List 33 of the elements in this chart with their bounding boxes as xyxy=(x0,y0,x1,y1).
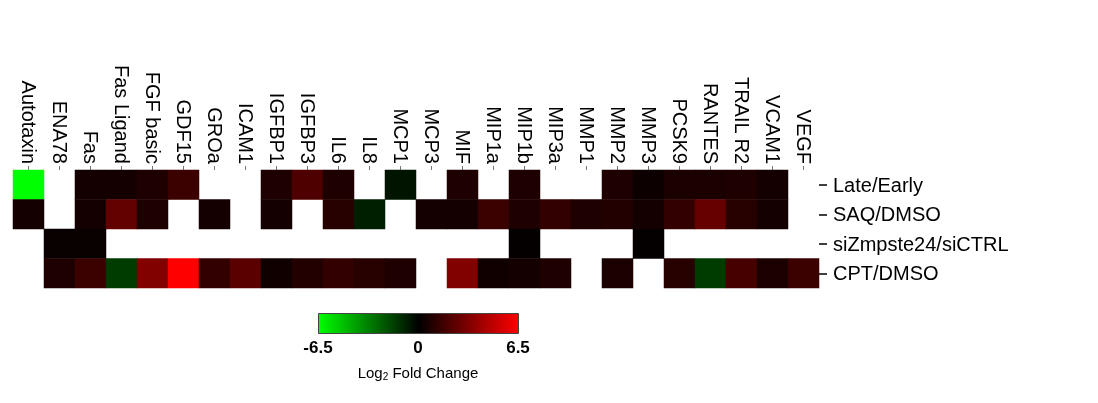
x-tick-label: Fas Ligand xyxy=(110,65,133,164)
x-tick-label: IL8 xyxy=(358,136,381,164)
x-tick-label: GDF15 xyxy=(172,99,195,164)
x-tick-label: MMP1 xyxy=(575,106,598,164)
color-bar-label: 0 xyxy=(413,338,423,357)
y-tick-label: Late/Early xyxy=(833,173,924,196)
color-bar-label: -6.5 xyxy=(303,338,333,357)
color-bar-label: 6.5 xyxy=(506,338,530,357)
x-tick-label: TRAIL R2 xyxy=(730,76,753,164)
x-tick-label: GROa xyxy=(203,107,226,165)
x-tick-label: IL6 xyxy=(327,136,350,164)
y-tick-label: siZmpste24/siCTRL xyxy=(833,232,1009,255)
x-tick-label: MCP1 xyxy=(389,108,412,164)
x-tick-label: RANTES xyxy=(699,82,722,164)
x-tick-label: Autotaxin xyxy=(17,80,40,164)
x-tick-label: VEGF xyxy=(792,109,815,164)
x-tick-label: MMP3 xyxy=(637,106,660,164)
x-tick-label: MIP1a xyxy=(482,106,505,165)
x-tick-label: MMP2 xyxy=(606,106,629,164)
x-tick-label: MIF xyxy=(451,129,474,164)
x-tick-label: Fas xyxy=(79,130,102,164)
x-tick-label: IGFBP3 xyxy=(296,92,319,164)
x-tick-label: PCSK9 xyxy=(668,98,691,164)
x-tick-label: MIP3a xyxy=(544,106,567,165)
x-tick-label: MIP1b xyxy=(513,106,536,164)
y-tick-label: CPT/DMSO xyxy=(833,262,939,285)
x-tick-label: FGF basic xyxy=(141,71,164,164)
x-tick-label: ICAM1 xyxy=(234,102,257,164)
x-tick-label: VCAM1 xyxy=(761,95,784,164)
x-tick-label: IGFBP1 xyxy=(265,92,288,164)
x-tick-label: MCP3 xyxy=(420,108,443,164)
x-tick-label: ENA78 xyxy=(48,100,71,164)
y-tick-label: SAQ/DMSO xyxy=(833,203,941,226)
